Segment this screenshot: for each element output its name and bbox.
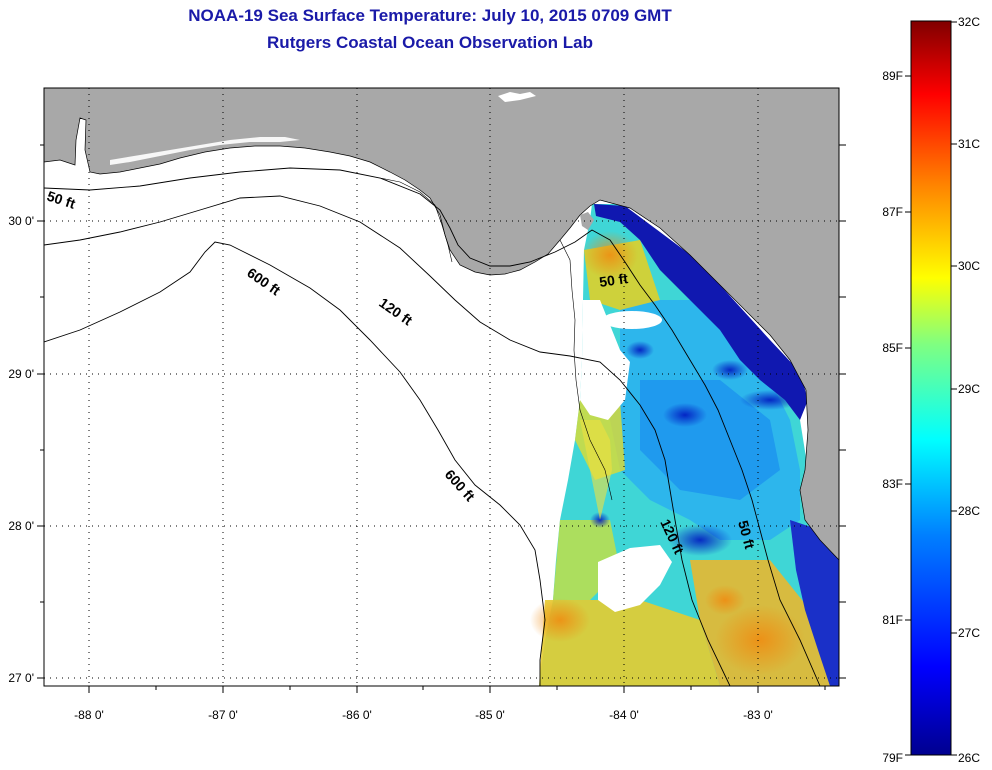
colorbar-c-label: 30C — [958, 259, 980, 273]
lon-label: -88 0' — [74, 708, 104, 722]
colorbar-c-label: 26C — [958, 751, 980, 765]
lon-label: -84 0' — [609, 708, 639, 722]
sst-swath — [530, 204, 839, 686]
colorbar: 32C 31C 30C 29C 28C 27C 26C 89F 87F 85F … — [882, 15, 980, 765]
colorbar-c-label: 29C — [958, 382, 980, 396]
axis-ticks — [37, 144, 846, 693]
colorbar-f-label: 85F — [882, 341, 903, 355]
latitude-labels: 30 0' 29 0' 28 0' 27 0' — [8, 214, 34, 685]
colorbar-f-label: 79F — [882, 751, 903, 765]
colorbar-c-label: 31C — [958, 137, 980, 151]
colorbar-f-label: 81F — [882, 613, 903, 627]
lon-label: -83 0' — [743, 708, 773, 722]
lat-label: 28 0' — [8, 519, 34, 533]
colorbar-c-label: 32C — [958, 15, 980, 29]
contour-label-50ft: 50 ft — [735, 519, 758, 551]
map-subtitle: Rutgers Coastal Ocean Observation Lab — [267, 33, 593, 52]
bathymetry-contours — [44, 167, 821, 686]
lat-label: 27 0' — [8, 671, 34, 685]
lon-label: -86 0' — [342, 708, 372, 722]
lon-label: -87 0' — [208, 708, 238, 722]
colorbar-f-label: 87F — [882, 205, 903, 219]
map-title: NOAA-19 Sea Surface Temperature: July 10… — [188, 6, 672, 25]
colorbar-f-label: 83F — [882, 477, 903, 491]
colorbar-c-label: 27C — [958, 626, 980, 640]
graticule — [44, 88, 839, 686]
lat-label: 29 0' — [8, 367, 34, 381]
colorbar-f-label: 89F — [882, 69, 903, 83]
longitude-labels: -88 0' -87 0' -86 0' -85 0' -84 0' -83 0… — [74, 708, 773, 722]
lat-label: 30 0' — [8, 214, 34, 228]
contour-label-50ft: 50 ft — [598, 270, 629, 290]
land-mass — [44, 88, 839, 561]
colorbar-gradient — [910, 20, 952, 756]
colorbar-c-label: 28C — [958, 504, 980, 518]
lon-label: -85 0' — [475, 708, 505, 722]
map-frame — [43, 87, 840, 687]
